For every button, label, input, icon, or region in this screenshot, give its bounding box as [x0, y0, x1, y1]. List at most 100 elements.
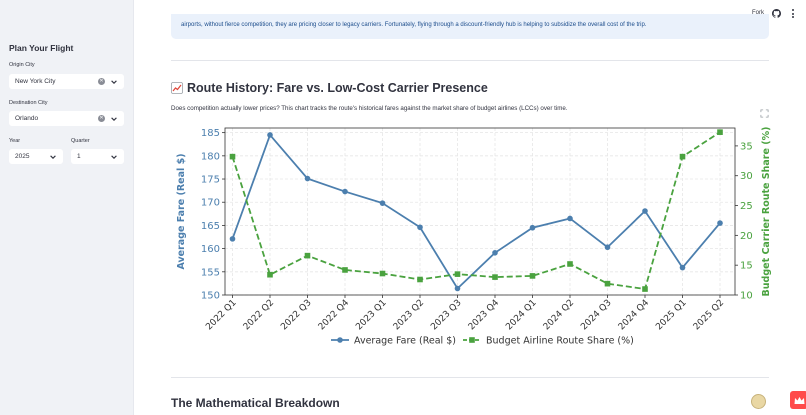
streamlit-badge-button[interactable] — [790, 391, 806, 409]
fare-data-point — [679, 264, 686, 271]
section-title-text: Route History: Fare vs. Low-Cost Carrier… — [187, 81, 488, 95]
sidebar-title: Plan Your Flight — [9, 43, 74, 53]
chevron-down-icon[interactable] — [49, 153, 57, 161]
fare-data-point — [304, 175, 311, 182]
info-callout: airports, without fierce competition, th… — [171, 14, 769, 39]
fare-data-point — [642, 208, 648, 214]
y-tick-label: 170 — [201, 198, 220, 209]
year-select[interactable]: 2025 — [8, 148, 64, 165]
share-data-point — [229, 153, 236, 160]
x-tick-label: 2024 Q1 — [504, 298, 538, 332]
quarter-label: Quarter — [71, 138, 90, 144]
fare-data-point — [454, 285, 461, 292]
crown-icon — [794, 396, 804, 404]
x-tick-label: 2023 Q2 — [392, 298, 426, 332]
fare-data-point — [417, 224, 423, 231]
share-data-point — [529, 273, 536, 279]
y-tick-label: 165 — [201, 221, 220, 232]
origin-city-value: New York City — [15, 78, 56, 85]
destination-city-select[interactable]: Orlando ✕ — [8, 110, 125, 127]
share-data-point — [454, 271, 461, 277]
fare-data-point — [379, 200, 386, 206]
x-tick-label: 2024 Q4 — [617, 298, 652, 333]
info-text: airports, without fierce competition, th… — [181, 22, 647, 28]
destination-city-value: Orlando — [15, 115, 39, 122]
x-tick-label: 2022 Q2 — [242, 298, 276, 332]
fare-data-point — [717, 220, 723, 226]
fare-data-point — [529, 224, 536, 231]
y2-tick-label: 10 — [740, 291, 753, 302]
origin-city-label: Origin City — [9, 62, 35, 68]
x-tick-label: 2025 Q2 — [692, 298, 726, 332]
x-tick-label: 2023 Q3 — [429, 298, 463, 332]
origin-city-select[interactable]: New York City ✕ — [8, 73, 125, 90]
share-data-point — [417, 276, 423, 283]
y2-axis-label: Budget Carrier Route Share (%) — [761, 127, 772, 297]
fare-data-point — [342, 188, 348, 195]
x-tick-label: 2024 Q3 — [579, 298, 613, 332]
x-tick-label: 2023 Q1 — [354, 298, 388, 332]
chart-increasing-icon — [171, 82, 183, 94]
x-tick-label: 2025 Q1 — [654, 298, 688, 332]
chevron-down-icon[interactable] — [110, 153, 118, 161]
legend-share-label: Budget Airline Route Share (%) — [486, 336, 634, 347]
fork-button[interactable]: Fork — [752, 10, 764, 16]
quarter-value: 1 — [77, 153, 81, 160]
share-data-point — [492, 274, 498, 280]
plot-frame — [224, 127, 736, 296]
section-description: Does competition actually lower prices? … — [171, 105, 568, 112]
divider — [171, 377, 769, 378]
destination-city-label: Destination City — [9, 100, 48, 106]
more-menu-icon[interactable] — [792, 9, 795, 18]
legend-fare-label: Average Fare (Real $) — [354, 336, 456, 347]
fare-data-point — [229, 236, 236, 242]
clear-icon[interactable]: ✕ — [98, 78, 105, 85]
main-content: Fork airports, without fierce competitio… — [135, 0, 806, 415]
y-tick-label: 185 — [201, 128, 220, 139]
clear-icon[interactable]: ✕ — [98, 115, 105, 122]
y-tick-label: 150 — [201, 291, 220, 302]
year-label: Year — [9, 138, 21, 144]
share-data-point — [379, 270, 386, 277]
share-data-point — [567, 261, 573, 267]
section-title: Route History: Fare vs. Low-Cost Carrier… — [171, 81, 488, 95]
y2-tick-label: 15 — [740, 261, 753, 272]
sidebar: Plan Your Flight Origin City New York Ci… — [0, 0, 134, 415]
github-icon[interactable] — [772, 9, 781, 18]
share-data-point — [342, 267, 348, 273]
x-tick-label: 2022 Q1 — [204, 298, 238, 332]
next-section-title: The Mathematical Breakdown — [171, 396, 340, 410]
y2-tick-label: 25 — [740, 201, 753, 212]
share-data-point — [267, 271, 273, 278]
legend-share-marker — [469, 337, 475, 343]
avatar[interactable] — [751, 394, 766, 409]
y-axis-label: Average Fare (Real $) — [176, 153, 187, 269]
legend-fare-marker — [337, 337, 343, 343]
share-data-point — [679, 153, 686, 160]
x-tick-label: 2022 Q3 — [279, 298, 313, 332]
chevron-down-icon[interactable] — [110, 78, 118, 86]
x-tick-label: 2023 Q4 — [467, 298, 502, 333]
share-data-point — [604, 280, 611, 287]
fare-data-point — [604, 244, 611, 251]
y-tick-label: 175 — [201, 175, 220, 186]
share-series-line — [231, 131, 721, 291]
fare-data-point — [567, 215, 573, 222]
x-tick-label: 2022 Q4 — [317, 298, 352, 333]
share-data-point — [304, 252, 311, 259]
y2-tick-label: 30 — [740, 171, 753, 182]
y2-tick-label: 35 — [740, 141, 753, 152]
y-tick-label: 160 — [201, 244, 220, 255]
fare-data-point — [267, 132, 273, 138]
quarter-select[interactable]: 1 — [70, 148, 125, 165]
chevron-down-icon[interactable] — [110, 115, 118, 123]
fare-vs-lcc-chart: 150 155 160 165 170 175 180 185 10 15 20 25 30 35 2022… — [176, 127, 772, 347]
fullscreen-icon[interactable] — [760, 109, 769, 118]
fare-series-line — [231, 133, 721, 290]
year-value: 2025 — [15, 153, 30, 160]
share-data-point — [717, 129, 723, 135]
x-tick-label: 2024 Q2 — [542, 298, 576, 332]
fare-data-point — [492, 249, 498, 256]
y-tick-label: 180 — [201, 151, 220, 162]
